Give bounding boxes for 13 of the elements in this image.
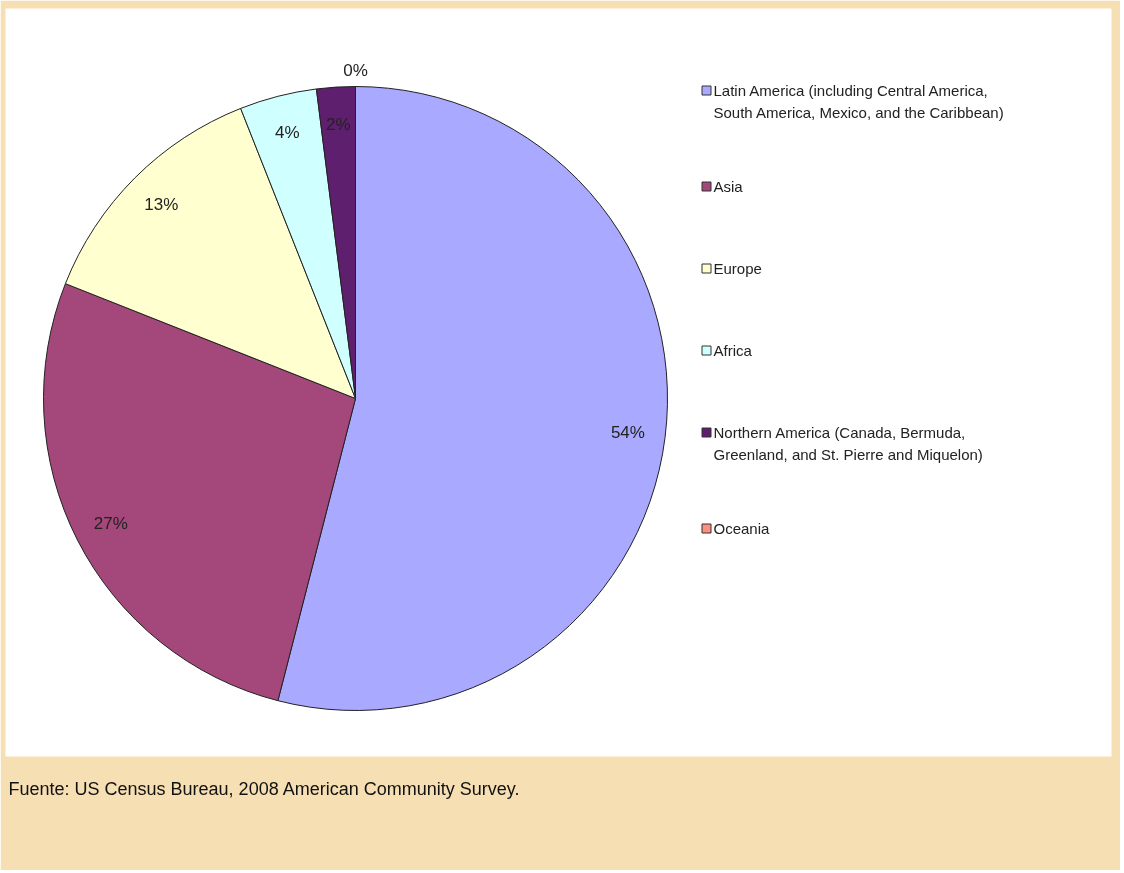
legend-label: Oceania [713, 520, 771, 537]
data-label: 4% [274, 123, 300, 143]
source-note: Fuente: US Census Bureau, 2008 American Community Survey. [8, 778, 520, 799]
legend-label: Asia [713, 178, 744, 195]
data-label: 13% [144, 194, 179, 214]
data-label: 54% [610, 423, 645, 443]
data-label: 2% [325, 114, 351, 134]
legend-label: Europe [713, 260, 762, 277]
data-label: 27% [93, 513, 128, 533]
text: 0% [343, 61, 368, 81]
legend-label: Northern America (Canada, Bermuda, Greenland, and St. Pierre and Miquelon) [713, 424, 983, 463]
legend-label: Africa [713, 342, 753, 359]
legend-label: Latin America (including Central America, South America, Mexico, and the Caribbean) [713, 82, 1004, 121]
